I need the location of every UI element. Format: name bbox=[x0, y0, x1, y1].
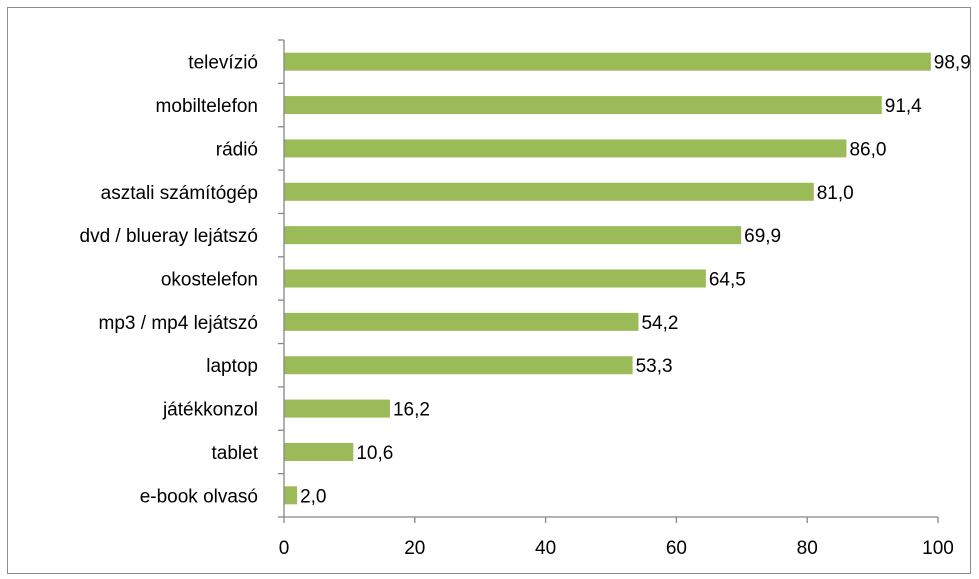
category-label: asztali számítógép bbox=[101, 183, 258, 204]
bar bbox=[284, 226, 742, 245]
value-label: 91,4 bbox=[885, 96, 922, 117]
bar bbox=[284, 356, 633, 375]
bars-group bbox=[284, 52, 931, 505]
x-tick-label: 0 bbox=[279, 538, 290, 559]
category-label: mobiltelefon bbox=[156, 96, 258, 117]
value-label: 81,0 bbox=[817, 183, 854, 204]
category-label: dvd / blueray lejátszó bbox=[80, 226, 259, 247]
value-label: 53,3 bbox=[636, 356, 673, 377]
category-label: tablet bbox=[212, 443, 259, 464]
bar bbox=[284, 312, 639, 331]
value-label: 98,9 bbox=[934, 53, 971, 74]
bar bbox=[284, 442, 354, 461]
bar bbox=[284, 139, 847, 158]
value-label: 69,9 bbox=[744, 226, 781, 247]
value-label: 16,2 bbox=[393, 400, 430, 421]
category-label: rádió bbox=[216, 139, 258, 160]
bar bbox=[284, 399, 390, 418]
category-label: televízió bbox=[188, 53, 258, 74]
bar bbox=[284, 182, 814, 201]
bar bbox=[284, 269, 706, 288]
axes-group bbox=[278, 39, 939, 523]
x-tick-label: 20 bbox=[404, 538, 425, 559]
category-label: mp3 / mp4 lejátszó bbox=[99, 313, 258, 334]
x-tick-label: 40 bbox=[535, 538, 556, 559]
value-label: 64,5 bbox=[709, 270, 746, 291]
bar bbox=[284, 486, 298, 505]
category-label: okostelefon bbox=[161, 270, 258, 291]
category-label: laptop bbox=[206, 356, 258, 377]
x-tick-label: 80 bbox=[797, 538, 818, 559]
value-label: 2,0 bbox=[300, 486, 326, 507]
x-tick-label: 100 bbox=[922, 538, 954, 559]
value-label: 86,0 bbox=[849, 139, 886, 160]
value-label: 54,2 bbox=[641, 313, 678, 334]
labels-group: televízió 98,9 mobiltelefon 91,4 rádió 86,0 as… bbox=[80, 53, 971, 559]
bar bbox=[284, 52, 931, 71]
bar bbox=[284, 96, 882, 115]
x-tick-label: 60 bbox=[666, 538, 687, 559]
category-label: játékkonzol bbox=[162, 400, 258, 421]
category-label: e-book olvasó bbox=[140, 486, 258, 507]
value-label: 10,6 bbox=[356, 443, 393, 464]
